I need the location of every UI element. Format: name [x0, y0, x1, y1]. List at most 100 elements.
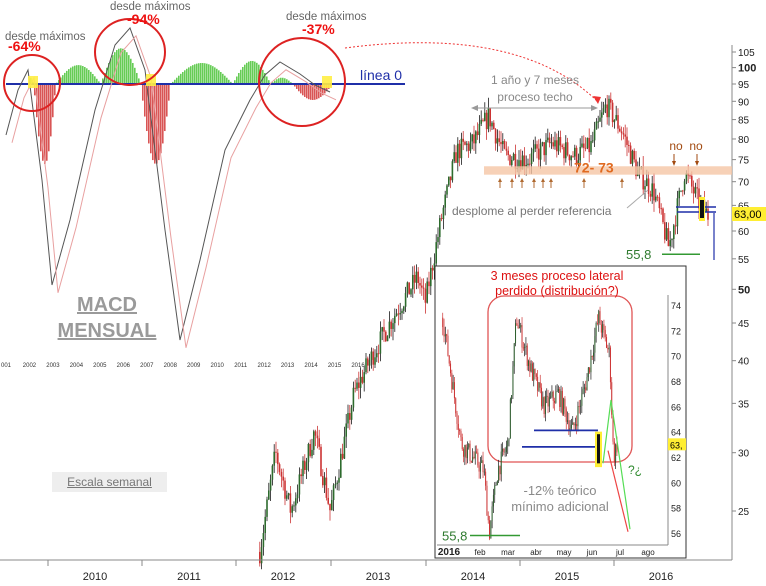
candle-body [341, 453, 344, 459]
inset-candle-body [455, 398, 457, 414]
macd-histogram-bar [302, 84, 304, 96]
candle-body [435, 242, 437, 264]
candle-body [295, 498, 297, 506]
inset-candle-body [482, 460, 484, 473]
candle-body [403, 306, 405, 311]
macd-histogram-bar [314, 84, 316, 100]
drop-value: -94% [127, 11, 160, 27]
drop-value: -64% [8, 38, 41, 54]
pointer-arrowhead [593, 96, 601, 104]
candle-body [399, 313, 401, 315]
inset-candle-body [486, 485, 488, 516]
candle-body [394, 315, 396, 324]
candle-body [662, 208, 664, 223]
candle-body [325, 477, 328, 498]
macd-histogram-bar [126, 52, 128, 84]
macd-histogram-bar [266, 76, 268, 84]
drop-circle-2 [94, 18, 166, 86]
macd-histogram-bar [260, 67, 262, 84]
candle-body [626, 136, 628, 145]
candle-body [615, 115, 617, 120]
inset-candle-body [524, 347, 526, 348]
macd-histogram-bar [136, 72, 138, 84]
candle-body [381, 327, 383, 332]
candle-body [469, 141, 472, 151]
inset-x-tick-label: feb [474, 548, 486, 557]
inset-candle-body [600, 324, 602, 333]
macd-histogram-bar [138, 78, 140, 84]
candle-body [667, 228, 670, 247]
candle-body [487, 108, 490, 130]
macd-histogram-bar [94, 76, 96, 84]
inset-candle-body [505, 446, 507, 452]
inset-candle-body [469, 443, 471, 461]
candle-body [439, 218, 441, 238]
inset-candle-body [515, 323, 517, 344]
inset-candle-body [517, 325, 519, 329]
candle-body [440, 218, 443, 220]
right-axis-tick-label: 90 [738, 97, 750, 108]
candle-body [500, 141, 502, 145]
candle-body [453, 152, 455, 162]
candle-body [388, 321, 391, 337]
candle-body [624, 134, 626, 137]
techo-label-line1: 1 año y 7 meses [491, 73, 579, 87]
candle-body [583, 143, 585, 148]
candle-body [444, 194, 446, 208]
inset-candle-body [474, 451, 476, 459]
inset-y-tick-label: 66 [671, 402, 681, 412]
macd-histogram-bar [148, 84, 150, 144]
macd-histogram-bar [164, 84, 166, 132]
candle-body [273, 451, 275, 466]
macd-histogram-bar [88, 69, 90, 84]
techo-arrow-right [591, 105, 598, 111]
candle-body [532, 148, 535, 154]
inset-candle-body [513, 343, 515, 367]
candle-body [673, 225, 675, 240]
candle-body [602, 108, 605, 113]
macd-histogram-bar [312, 84, 314, 100]
inset-candle-body [603, 324, 605, 330]
candle-body [496, 138, 499, 144]
candle-body [646, 178, 648, 187]
candle-body [275, 451, 277, 453]
candle-body [557, 137, 560, 152]
right-axis-tick-label: 105 [738, 48, 755, 59]
inset-target-line1: -12% teórico [524, 483, 597, 498]
macd-histogram-bar [240, 69, 242, 84]
desplome-label: desplome al perder referencia [452, 204, 612, 218]
macd-histogram-bar [284, 78, 286, 84]
inset-y-tick-label: 74 [671, 301, 681, 311]
macd-histogram-bar [158, 84, 160, 161]
candle-body [417, 271, 419, 283]
inset-candle-body [542, 397, 544, 407]
candle-body [554, 140, 556, 147]
macd-histogram-bar [234, 80, 236, 84]
candle-body [264, 516, 266, 534]
candle-body [336, 482, 338, 484]
macd-axis-label: 2009 [187, 363, 201, 369]
drop-circle-3 [258, 37, 346, 127]
inset-last-price-text: 63, [670, 440, 683, 450]
candle-body [428, 281, 430, 287]
macd-axis-label: 2013 [281, 363, 295, 369]
macd-histogram-bar [238, 73, 240, 84]
inset-candle-body [444, 334, 446, 337]
candle-body [586, 137, 589, 148]
candle-body [631, 150, 634, 164]
macd-axis-label: 2014 [304, 363, 318, 369]
inset-title-line2: perdido (distribución?) [495, 284, 619, 298]
macd-histogram-bar [128, 55, 130, 84]
inset-candle-body [498, 465, 500, 482]
no-label: no [689, 139, 703, 153]
candle-body [266, 499, 268, 517]
candle-body [475, 131, 477, 144]
inset-candle-body [612, 414, 614, 442]
candle-body [628, 144, 630, 146]
candle-body [692, 186, 695, 194]
macd-histogram-bar [286, 79, 288, 84]
macd-histogram-bar [256, 62, 258, 84]
candle-body [599, 117, 601, 122]
candle-body [608, 98, 610, 118]
macd-histogram-bar [102, 78, 104, 84]
